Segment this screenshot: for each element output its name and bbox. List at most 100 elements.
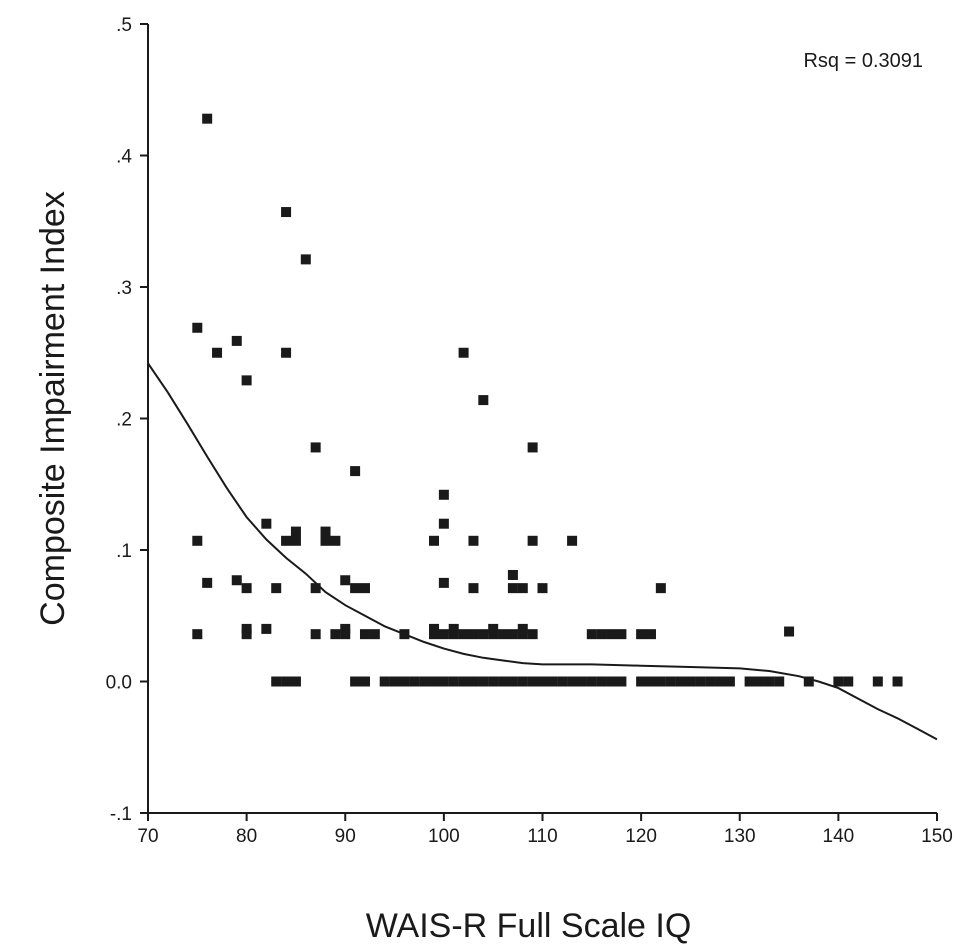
y-axis-title: Composite Impairment Index [34, 191, 72, 626]
data-point [754, 676, 765, 687]
data-point [507, 583, 518, 594]
data-point [330, 629, 341, 640]
data-point [606, 676, 617, 687]
data-point [517, 583, 528, 594]
data-point [330, 535, 341, 546]
x-tick-label: 150 [921, 826, 953, 847]
data-point [655, 583, 666, 594]
x-tick-label: 110 [527, 826, 557, 847]
data-point [498, 676, 509, 687]
data-point [705, 676, 716, 687]
data-point [537, 676, 548, 687]
data-point [576, 676, 587, 687]
y-tick-label: .2 [116, 410, 132, 431]
data-point [596, 629, 607, 640]
x-tick-label: 70 [137, 826, 158, 847]
x-tick-label: 80 [236, 826, 257, 847]
data-point [586, 676, 597, 687]
data-point [310, 583, 321, 594]
data-point [340, 575, 351, 586]
data-point [429, 623, 440, 634]
data-point [507, 569, 518, 580]
data-point [290, 526, 301, 537]
data-point [458, 676, 469, 687]
data-point [527, 629, 538, 640]
data-point [892, 676, 903, 687]
data-point [655, 676, 666, 687]
data-point [359, 676, 370, 687]
data-point [586, 629, 597, 640]
data-point [468, 583, 479, 594]
data-point [429, 676, 440, 687]
y-tick-label: .4 [116, 147, 132, 168]
axes [147, 24, 937, 814]
data-point [488, 629, 499, 640]
data-point [231, 575, 242, 586]
x-tick-label: 90 [335, 826, 356, 847]
data-point [281, 207, 292, 218]
data-point [715, 676, 726, 687]
data-points [192, 113, 903, 687]
data-point [389, 676, 400, 687]
data-point [468, 535, 479, 546]
data-point [419, 676, 430, 687]
data-point [527, 442, 538, 453]
data-point [350, 466, 361, 477]
x-tick-label: 140 [823, 826, 855, 847]
data-point [744, 676, 755, 687]
data-point [350, 676, 361, 687]
data-point [458, 629, 469, 640]
data-point [320, 526, 331, 537]
data-point [872, 676, 883, 687]
data-point [527, 535, 538, 546]
data-point [359, 629, 370, 640]
data-point [340, 623, 351, 634]
data-point [369, 629, 380, 640]
data-point [281, 347, 292, 358]
data-point [192, 629, 203, 640]
data-point [340, 629, 351, 640]
data-point [547, 676, 558, 687]
rsq-annotation: Rsq = 0.3091 [803, 50, 923, 72]
data-point [320, 535, 331, 546]
data-point [241, 583, 252, 594]
data-point [478, 629, 489, 640]
x-ticks: 70 80 90 100 110 120 130 140 150 [137, 813, 953, 847]
y-tick-label: .5 [116, 15, 132, 36]
data-point [202, 113, 213, 124]
data-point [448, 629, 459, 640]
data-point [478, 395, 489, 406]
data-point [448, 623, 459, 634]
data-point [596, 676, 607, 687]
data-point [764, 676, 775, 687]
data-point [517, 623, 528, 634]
y-tick-label: .1 [116, 541, 132, 562]
data-point [310, 629, 321, 640]
data-point [231, 335, 242, 346]
y-tick-label: -.1 [110, 804, 132, 825]
data-point [478, 676, 489, 687]
data-point [498, 629, 509, 640]
data-point [803, 676, 814, 687]
data-point [202, 577, 213, 588]
data-point [290, 676, 301, 687]
x-tick-label: 130 [724, 826, 756, 847]
data-point [290, 535, 301, 546]
fit-line [147, 362, 938, 741]
data-point [192, 535, 203, 546]
data-point [645, 676, 656, 687]
data-point [448, 676, 459, 687]
data-point [833, 676, 844, 687]
data-point [359, 583, 370, 594]
data-point [557, 676, 568, 687]
data-point [212, 347, 223, 358]
data-point [241, 623, 252, 634]
data-point [606, 629, 617, 640]
data-point [616, 676, 627, 687]
data-point [636, 629, 647, 640]
data-point [438, 577, 449, 588]
data-point [438, 489, 449, 500]
data-point [271, 583, 282, 594]
y-tick-label: .3 [116, 278, 132, 299]
